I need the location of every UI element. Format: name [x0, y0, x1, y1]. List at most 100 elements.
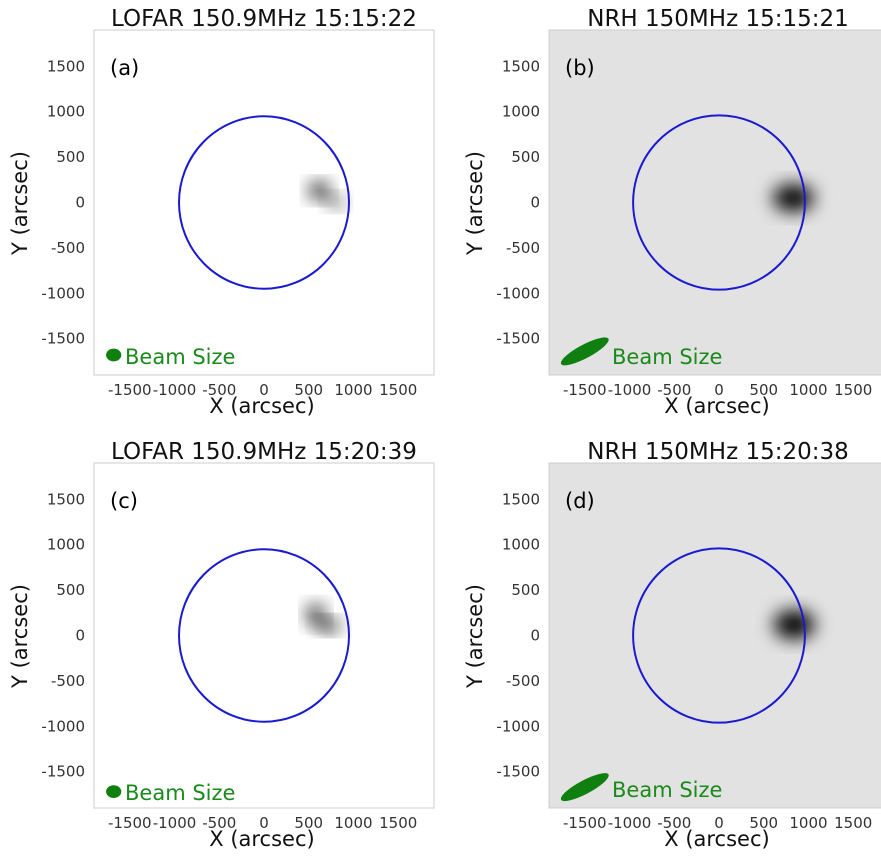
radio-source — [316, 619, 341, 632]
x-tick-label: -500 — [202, 381, 236, 399]
solar-limb-circle — [632, 547, 806, 724]
y-tick-label: 500 — [511, 581, 540, 599]
chart-c: LOFAR 150.9MHz 15:20:39 Y (arcsec) X (ar… — [8, 439, 435, 851]
x-tick-label: 1000 — [789, 814, 827, 832]
radio-source — [326, 195, 345, 208]
y-tick-label: 1500 — [47, 57, 85, 75]
chart-d: NRH 150MHz 15:20:38 Y (arcsec) X (arcsec… — [463, 439, 881, 851]
image-background — [549, 463, 881, 808]
x-tick-label: -500 — [657, 814, 691, 832]
x-axis-label: X (arcsec) — [664, 394, 769, 418]
x-tick-label: 1500 — [834, 381, 872, 399]
plot-area: -1500 -1000 -500 0 500 1000 1500150010005000-5… — [41, 462, 435, 832]
y-tick-label: 1000 — [47, 103, 85, 121]
y-tick-label: -500 — [506, 239, 540, 257]
x-tick-label: -1500 — [108, 381, 152, 399]
y-tick-label: -1000 — [496, 717, 540, 735]
x-tick-label: 1000 — [334, 381, 372, 399]
radio-source — [773, 610, 815, 640]
y-tick-label: -500 — [51, 239, 85, 257]
y-tick-label: 1500 — [47, 490, 85, 508]
x-tick-label: -1500 — [563, 381, 607, 399]
solar-limb-circle — [178, 115, 350, 290]
y-tick-label: 500 — [56, 148, 85, 166]
chart-a: LOFAR 150.9MHz 15:15:22 Y (arcsec) X (ar… — [8, 6, 435, 418]
y-axis-label: Y (arcsec) — [463, 584, 487, 689]
y-tick-label: 0 — [530, 194, 540, 212]
x-tick-label: -1000 — [608, 381, 652, 399]
radio-source — [772, 184, 814, 212]
y-axis-label: Y (arcsec) — [8, 151, 32, 256]
beam-ellipse — [106, 348, 122, 362]
y-tick-label: -1000 — [41, 717, 85, 735]
plot-frame — [548, 29, 881, 376]
image-layer — [94, 30, 434, 375]
x-tick-label: -1000 — [608, 814, 652, 832]
y-tick-label: 0 — [75, 627, 85, 645]
panel-a: LOFAR 150.9MHz 15:15:22 Y (arcsec) X (ar… — [0, 0, 440, 430]
chart-title: LOFAR 150.9MHz 15:15:22 — [111, 6, 417, 32]
x-axis-label: X (arcsec) — [209, 394, 314, 418]
image-background — [94, 30, 434, 375]
panel-c: LOFAR 150.9MHz 15:20:39 Y (arcsec) X (ar… — [0, 433, 440, 863]
panel-label: (a) — [110, 56, 139, 80]
y-tick-label: -1500 — [41, 763, 85, 781]
x-tick-label: 1000 — [789, 381, 827, 399]
y-tick-label: 500 — [56, 581, 85, 599]
x-tick-label: -500 — [657, 381, 691, 399]
y-tick-label: 500 — [511, 148, 540, 166]
beam-ellipse — [560, 337, 609, 366]
y-tick-label: 1500 — [502, 57, 540, 75]
plot-area: -1500 -1000 -500 0 500 1000 1500150010005000-5… — [496, 462, 881, 832]
y-axis-label: Y (arcsec) — [8, 584, 32, 689]
x-tick-label: 500 — [294, 381, 323, 399]
x-tick-label: -500 — [202, 814, 236, 832]
solar-limb-circle — [632, 114, 806, 291]
x-tick-label: 1500 — [834, 814, 872, 832]
radio-source — [306, 604, 325, 625]
image-layer — [549, 30, 881, 375]
x-axis-label: X (arcsec) — [209, 827, 314, 851]
y-tick-label: 0 — [530, 627, 540, 645]
panel-label: (c) — [110, 489, 138, 513]
x-tick-label: 0 — [714, 814, 724, 832]
image-background — [549, 30, 881, 375]
x-tick-label: 500 — [749, 381, 778, 399]
plot-frame — [93, 462, 435, 809]
image-layer — [549, 463, 881, 808]
y-tick-label: -1500 — [41, 330, 85, 348]
beam-size-label: Beam Size — [125, 781, 235, 805]
chart-b: NRH 150MHz 15:15:21 Y (arcsec) X (arcsec… — [463, 6, 881, 418]
x-tick-label: 0 — [259, 814, 269, 832]
plot-frame — [548, 462, 881, 809]
y-tick-label: 0 — [75, 194, 85, 212]
x-tick-label: 0 — [714, 381, 724, 399]
x-tick-label: 0 — [259, 381, 269, 399]
x-tick-label: -1500 — [108, 814, 152, 832]
y-tick-label: -1000 — [41, 284, 85, 302]
y-tick-label: -1500 — [496, 763, 540, 781]
y-tick-label: 1000 — [502, 536, 540, 554]
image-layer — [94, 463, 434, 808]
y-tick-label: 1000 — [47, 536, 85, 554]
solar-limb-circle — [178, 548, 350, 723]
x-tick-label: 1500 — [379, 814, 417, 832]
y-tick-label: -500 — [51, 672, 85, 690]
x-tick-label: -1000 — [153, 814, 197, 832]
panel-d: NRH 150MHz 15:20:38 Y (arcsec) X (arcsec… — [455, 433, 881, 863]
x-tick-label: 500 — [749, 814, 778, 832]
beam-ellipse — [106, 785, 122, 799]
panel-b: NRH 150MHz 15:15:21 Y (arcsec) X (arcsec… — [455, 0, 881, 430]
chart-title: NRH 150MHz 15:15:21 — [587, 6, 849, 32]
panel-label: (b) — [565, 56, 595, 80]
x-tick-label: 1000 — [334, 814, 372, 832]
x-tick-label: -1000 — [153, 381, 197, 399]
x-tick-label: -1500 — [563, 814, 607, 832]
beam-size-label: Beam Size — [612, 778, 722, 802]
image-background — [94, 463, 434, 808]
y-tick-label: 1000 — [502, 103, 540, 121]
y-axis-label: Y (arcsec) — [463, 151, 487, 256]
y-tick-label: 1500 — [502, 490, 540, 508]
beam-size-label: Beam Size — [125, 345, 235, 369]
radio-source — [309, 182, 330, 199]
